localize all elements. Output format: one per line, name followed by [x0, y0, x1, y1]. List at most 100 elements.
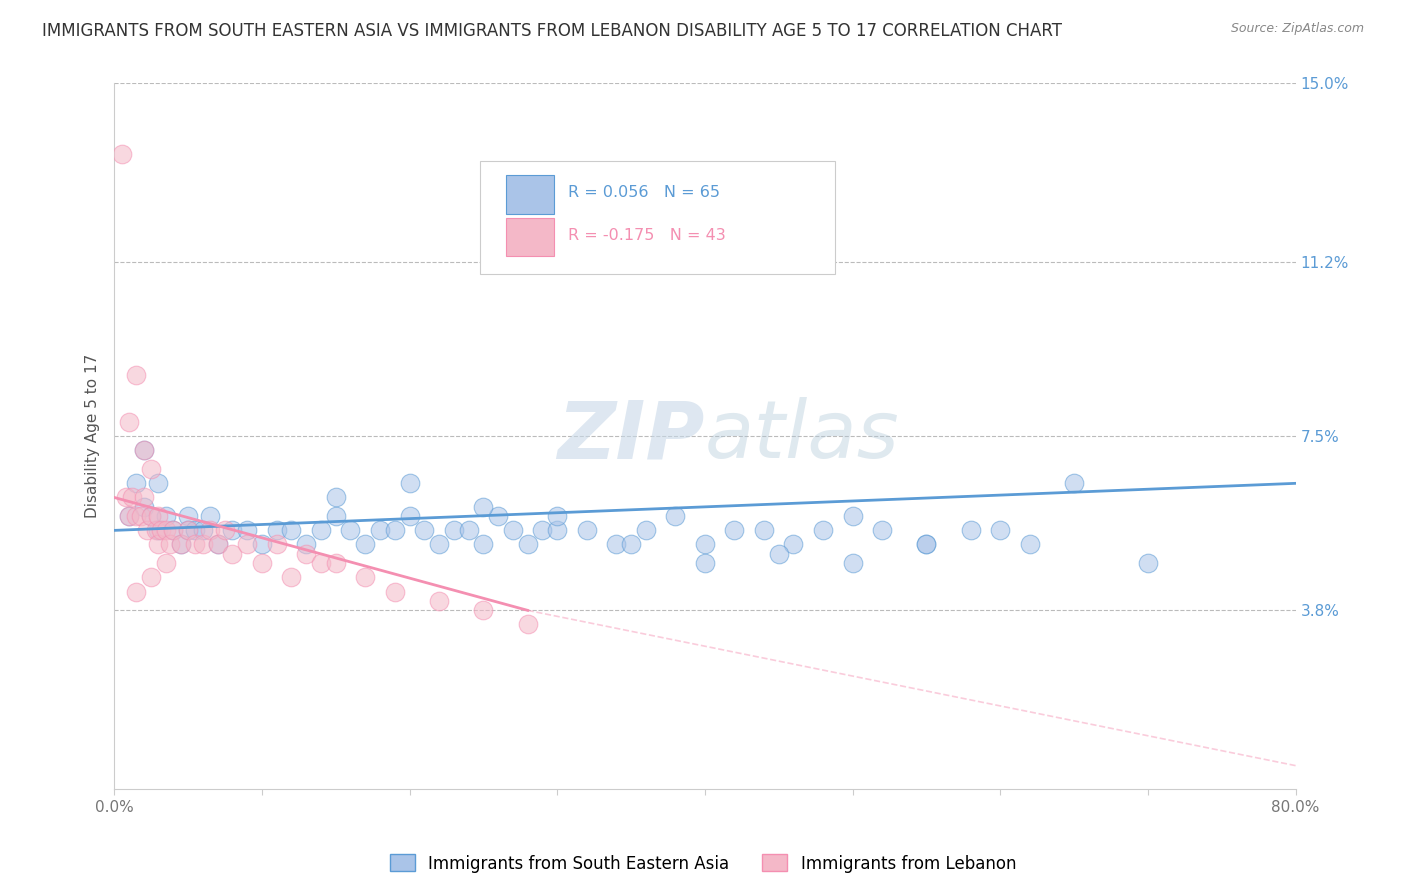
Point: [148, 509, 170, 524]
Point: [354, 570, 377, 584]
Point: [221, 547, 243, 561]
Point: [207, 537, 229, 551]
Point: [236, 524, 259, 538]
Legend: Immigrants from South Eastern Asia, Immigrants from Lebanon: Immigrants from South Eastern Asia, Immi…: [382, 847, 1024, 880]
Point: [664, 509, 686, 524]
Text: atlas: atlas: [704, 397, 900, 475]
Point: [139, 509, 162, 524]
Point: [782, 537, 804, 551]
Point: [693, 557, 716, 571]
Point: [295, 537, 318, 551]
Point: [250, 537, 273, 551]
Point: [486, 509, 509, 524]
Point: [398, 509, 420, 524]
Point: [135, 524, 157, 538]
Point: [177, 509, 200, 524]
Text: IMMIGRANTS FROM SOUTH EASTERN ASIA VS IMMIGRANTS FROM LEBANON DISABILITY AGE 5 T: IMMIGRANTS FROM SOUTH EASTERN ASIA VS IM…: [42, 22, 1062, 40]
Point: [325, 557, 347, 571]
Point: [620, 537, 643, 551]
Point: [191, 537, 214, 551]
Point: [145, 524, 167, 538]
Point: [125, 509, 148, 524]
Y-axis label: Disability Age 5 to 17: Disability Age 5 to 17: [86, 354, 100, 518]
Point: [325, 491, 347, 505]
Point: [118, 415, 141, 429]
Point: [811, 524, 834, 538]
Point: [693, 537, 716, 551]
Point: [384, 524, 406, 538]
Point: [132, 500, 155, 514]
Point: [443, 524, 465, 538]
FancyBboxPatch shape: [481, 161, 835, 274]
Point: [198, 509, 221, 524]
Point: [118, 509, 141, 524]
Point: [988, 524, 1011, 538]
Point: [115, 491, 138, 505]
Point: [266, 524, 288, 538]
Point: [159, 537, 181, 551]
Point: [162, 524, 184, 538]
Point: [752, 524, 775, 538]
Text: R = 0.056   N = 65: R = 0.056 N = 65: [568, 186, 720, 201]
Point: [427, 594, 450, 608]
Point: [155, 557, 177, 571]
Point: [723, 524, 745, 538]
Point: [870, 524, 893, 538]
Point: [295, 547, 318, 561]
Point: [1018, 537, 1040, 551]
Point: [132, 443, 155, 458]
Point: [605, 537, 627, 551]
Point: [546, 509, 568, 524]
Point: [1136, 557, 1159, 571]
Point: [457, 524, 479, 538]
Point: [155, 524, 177, 538]
Point: [309, 557, 332, 571]
Point: [155, 509, 177, 524]
Point: [184, 537, 207, 551]
Point: [139, 570, 162, 584]
Point: [214, 524, 236, 538]
Point: [121, 491, 143, 505]
Point: [177, 524, 200, 538]
Point: [841, 509, 863, 524]
Bar: [506, 175, 554, 214]
Point: [516, 537, 538, 551]
Point: [915, 537, 938, 551]
Point: [125, 476, 148, 491]
Point: [516, 617, 538, 632]
Point: [132, 491, 155, 505]
Point: [325, 509, 347, 524]
Text: ZIP: ZIP: [558, 397, 704, 475]
Point: [221, 524, 243, 538]
Point: [841, 557, 863, 571]
Point: [309, 524, 332, 538]
Point: [915, 537, 938, 551]
Point: [575, 524, 598, 538]
Text: R = -0.175   N = 43: R = -0.175 N = 43: [568, 227, 725, 243]
Point: [148, 524, 170, 538]
Point: [413, 524, 436, 538]
Text: Source: ZipAtlas.com: Source: ZipAtlas.com: [1230, 22, 1364, 36]
Point: [132, 443, 155, 458]
Point: [502, 524, 524, 538]
Point: [148, 537, 170, 551]
Point: [118, 509, 141, 524]
Point: [634, 524, 657, 538]
Point: [250, 557, 273, 571]
Point: [354, 537, 377, 551]
Point: [280, 524, 302, 538]
Point: [129, 509, 152, 524]
Point: [169, 537, 191, 551]
Point: [427, 537, 450, 551]
Point: [339, 524, 361, 538]
Point: [177, 524, 200, 538]
Point: [398, 476, 420, 491]
Point: [139, 462, 162, 476]
Bar: [506, 218, 554, 256]
Point: [139, 509, 162, 524]
Point: [266, 537, 288, 551]
Point: [531, 524, 554, 538]
Point: [162, 524, 184, 538]
Point: [198, 524, 221, 538]
Point: [1063, 476, 1085, 491]
